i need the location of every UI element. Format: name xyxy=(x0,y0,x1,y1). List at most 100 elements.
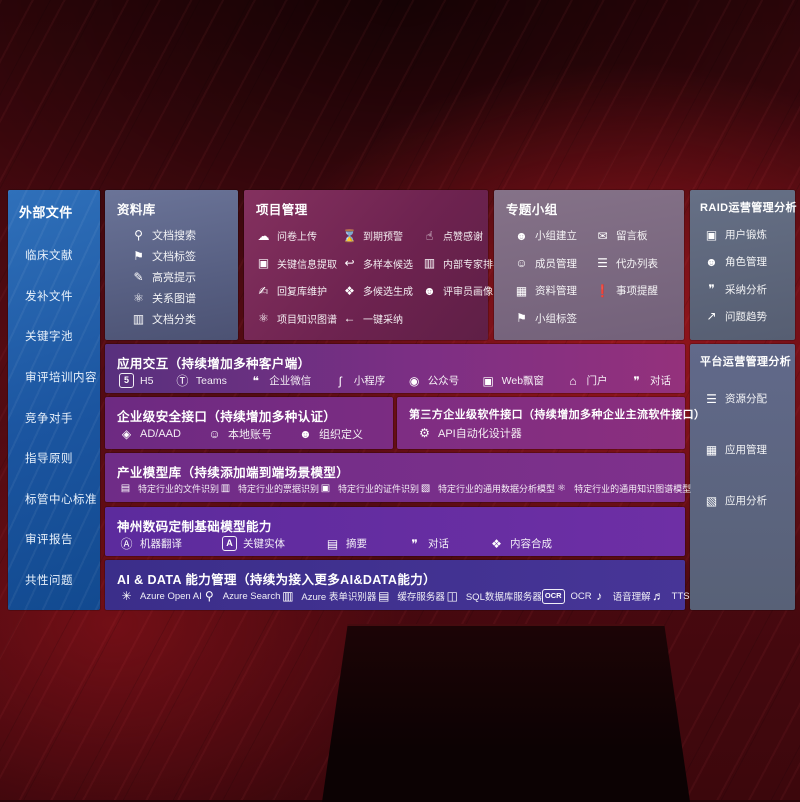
external-files-list: 临床文献 发补文件 关键字池 审评培训内容 竞争对手 指导原则 标管中心标准 审… xyxy=(8,247,100,588)
sidebar-item-review-training[interactable]: 审评培训内容 xyxy=(25,371,97,384)
interaction-item-official-account[interactable]: ◉ 公众号 xyxy=(407,373,459,388)
aidata-item-azure-openai[interactable]: ✳ Azure Open AI xyxy=(119,589,201,603)
project-items: ☁ 问卷上传 ▣ 关键信息提取 ✍ 回复库维护 ⚛ 项目知识图谱 ⌛ 到期预警 … xyxy=(244,218,504,340)
models-item-id-recognition[interactable]: ▣ 特定行业的证件识别 xyxy=(319,482,419,495)
item-label: 点赞感谢 xyxy=(443,232,483,244)
interaction-item-h5[interactable]: 5 H5 xyxy=(119,373,153,388)
third-party-item-api-designer[interactable]: ⚙ API自动化设计器 xyxy=(417,425,522,441)
interaction-item-portal[interactable]: ⌂ 门户 xyxy=(566,373,607,388)
platform-item-app-analysis[interactable]: ▧ 应用分析 xyxy=(704,493,787,508)
trend-chart-icon: ↗ xyxy=(706,309,717,324)
models-item-knowledge-graph-model[interactable]: ⚛ 特定行业的通用知识图谱模型 xyxy=(555,482,691,495)
item-label: 事项提醒 xyxy=(616,285,658,298)
digital-item-summary[interactable]: ▤ 摘要 xyxy=(325,536,367,551)
raid-analysis-title: RAID运营管理分析 xyxy=(700,202,797,214)
sidebar-item-guidelines[interactable]: 指导原则 xyxy=(25,453,73,466)
platform-item-app-manage[interactable]: ▦ 应用管理 xyxy=(704,442,787,457)
app-interaction-title: 应用交互（持续增加多种客户端） xyxy=(117,357,311,371)
aidata-item-form-recognizer[interactable]: ▥ Azure 表单识别器 xyxy=(280,589,376,603)
aidata-item-sql-server[interactable]: ◫ SQL数据库服务器 xyxy=(445,589,542,603)
models-item-invoice-recognition[interactable]: ▥ 特定行业的票据识别 xyxy=(219,482,319,495)
aidata-item-speech-understanding[interactable]: ♪ 语音理解 xyxy=(592,589,651,603)
models-item-data-analysis-model[interactable]: ▧ 特定行业的通用数据分析模型 xyxy=(419,482,555,495)
teams-icon: Ⓣ xyxy=(176,374,189,388)
sidebar-item-supplement-files[interactable]: 发补文件 xyxy=(25,290,73,303)
group-item-message-board[interactable]: ✉ 留言板 xyxy=(595,222,676,250)
project-item-reply-lib-maintain[interactable]: ✍ 回复库维护 xyxy=(256,277,342,305)
project-item-multi-candidate-generate[interactable]: ❖ 多候选生成 xyxy=(342,277,422,305)
item-label: 内部专家排名 xyxy=(443,259,503,271)
repo-item-highlight-tip[interactable]: ✎ 高亮提示 xyxy=(131,269,230,285)
aidata-item-cache-server[interactable]: ▤ 缓存服务器 xyxy=(376,589,445,603)
project-item-knowledge-graph[interactable]: ⚛ 项目知识图谱 xyxy=(256,305,342,333)
project-item-thumbs-up[interactable]: ☝ 点赞感谢 xyxy=(422,222,503,250)
project-item-expiry-alarm[interactable]: ⌛ 到期预警 xyxy=(342,222,422,250)
security-item-org-definition[interactable]: ☻ 组织定义 xyxy=(298,426,363,442)
third-party-interface-title: 第三方企业级软件接口（持续增加多种企业主流软件接口） xyxy=(409,409,706,421)
item-label: 多样本候选 xyxy=(363,259,413,271)
graph-icon: ⚛ xyxy=(133,291,144,306)
platform-item-resource-allocation[interactable]: ☰ 资源分配 xyxy=(704,391,787,406)
item-label: Azure 表单识别器 xyxy=(301,592,377,603)
digital-item-machine-translation[interactable]: Ⓐ 机器翻译 xyxy=(119,535,182,552)
org-icon: ☻ xyxy=(299,427,312,441)
item-label: 问卷上传 xyxy=(277,232,317,244)
interaction-item-teams[interactable]: Ⓣ Teams xyxy=(175,372,226,389)
aidata-item-ocr[interactable]: OCR OCR xyxy=(541,588,592,604)
project-item-questionnaire-upload[interactable]: ☁ 问卷上传 xyxy=(256,222,342,250)
project-item-expert-ranking[interactable]: ▥ 内部专家排名 xyxy=(422,250,503,278)
item-label: 小组建立 xyxy=(535,230,577,243)
project-item-multi-sample[interactable]: ↩ 多样本候选 xyxy=(342,250,422,278)
interaction-item-dialog[interactable]: ❞ 对话 xyxy=(629,373,671,388)
item-label: 代办列表 xyxy=(616,257,658,270)
item-label: 摘要 xyxy=(346,538,367,550)
interaction-item-mini-program[interactable]: ʃ 小程序 xyxy=(333,373,385,388)
digital-item-content-synthesis[interactable]: ❖ 内容合成 xyxy=(489,536,552,551)
project-item-key-info-extract[interactable]: ▣ 关键信息提取 xyxy=(256,250,342,278)
group-item-reminder[interactable]: ❗ 事项提醒 xyxy=(595,277,676,305)
sidebar-item-keyword-pool[interactable]: 关键字池 xyxy=(25,331,73,344)
repo-item-relation-graph[interactable]: ⚛ 关系图谱 xyxy=(131,290,230,306)
form-icon: ▥ xyxy=(282,589,294,603)
sidebar-item-standards-center[interactable]: 标管中心标准 xyxy=(25,493,97,506)
interaction-item-wecom[interactable]: ❝ 企业微信 xyxy=(248,373,312,388)
security-item-ad-aad[interactable]: ◈ AD/AAD xyxy=(119,427,181,441)
sidebar-item-competitors[interactable]: 竞争对手 xyxy=(25,412,73,425)
digital-item-key-entity[interactable]: A 关键实体 xyxy=(222,536,285,551)
group-item-create[interactable]: ☻ 小组建立 xyxy=(514,222,595,250)
item-label: 项目知识图谱 xyxy=(277,314,337,326)
dialog-icon: ❞ xyxy=(411,536,418,551)
raid-item-user[interactable]: ▣ 用户锻炼 xyxy=(704,227,787,242)
base-model-capability-title: 神州数码定制基础模型能力 xyxy=(117,520,272,534)
aidata-item-tts[interactable]: ♬ TTS xyxy=(651,589,689,603)
aidata-item-azure-search[interactable]: ⚲ Azure Search xyxy=(202,589,280,603)
security-item-local-account[interactable]: ☺ 本地账号 xyxy=(207,426,272,442)
ai-data-capability-title: AI & DATA 能力管理（持续为接入更多AI&DATA能力） xyxy=(117,573,437,587)
document-icon: ▤ xyxy=(120,483,131,494)
project-item-one-click-adopt[interactable]: ← 一键采纳 xyxy=(342,305,422,333)
models-item-file-recognition[interactable]: ▤ 特定行业的文件识别 xyxy=(119,482,219,495)
project-item-reviewer-portrait[interactable]: ☻ 评审员画像 xyxy=(422,277,503,305)
group-item-member-manage[interactable]: ☺ 成员管理 xyxy=(514,250,595,278)
group-item-todo-list[interactable]: ☰ 代办列表 xyxy=(595,250,676,278)
item-label: 关键信息提取 xyxy=(277,259,337,271)
raid-item-role-manage[interactable]: ☻ 角色管理 xyxy=(704,254,787,269)
raid-item-issue-trend[interactable]: ↗ 问题趋势 xyxy=(704,309,787,324)
group-item-material-manage[interactable]: ▦ 资料管理 xyxy=(514,277,595,305)
database-icon: ◫ xyxy=(446,589,459,603)
interaction-item-web-popup[interactable]: ▣ Web飘窗 xyxy=(481,373,544,388)
repo-item-doc-search[interactable]: ⚲ 文档搜索 xyxy=(131,227,230,243)
sidebar-item-clinical-literature[interactable]: 临床文献 xyxy=(25,250,73,262)
album-icon: ▦ xyxy=(515,283,528,298)
server-icon: ▤ xyxy=(378,589,390,603)
repo-item-doc-tag[interactable]: ⚑ 文档标签 xyxy=(131,248,230,264)
sidebar-item-common-issues[interactable]: 共性问题 xyxy=(25,575,73,587)
sidebar-item-review-reports[interactable]: 审评报告 xyxy=(25,534,73,547)
item-label: 关系图谱 xyxy=(152,293,196,306)
laptop-silhouette xyxy=(322,624,690,802)
item-label: H5 xyxy=(140,374,154,387)
digital-item-dialog[interactable]: ❞ 对话 xyxy=(407,536,449,551)
group-item-tag[interactable]: ⚑ 小组标签 xyxy=(514,305,595,333)
repo-item-doc-category[interactable]: ▥ 文档分类 xyxy=(131,311,230,327)
raid-item-adoption-analysis[interactable]: ❞ 采纳分析 xyxy=(704,282,787,297)
